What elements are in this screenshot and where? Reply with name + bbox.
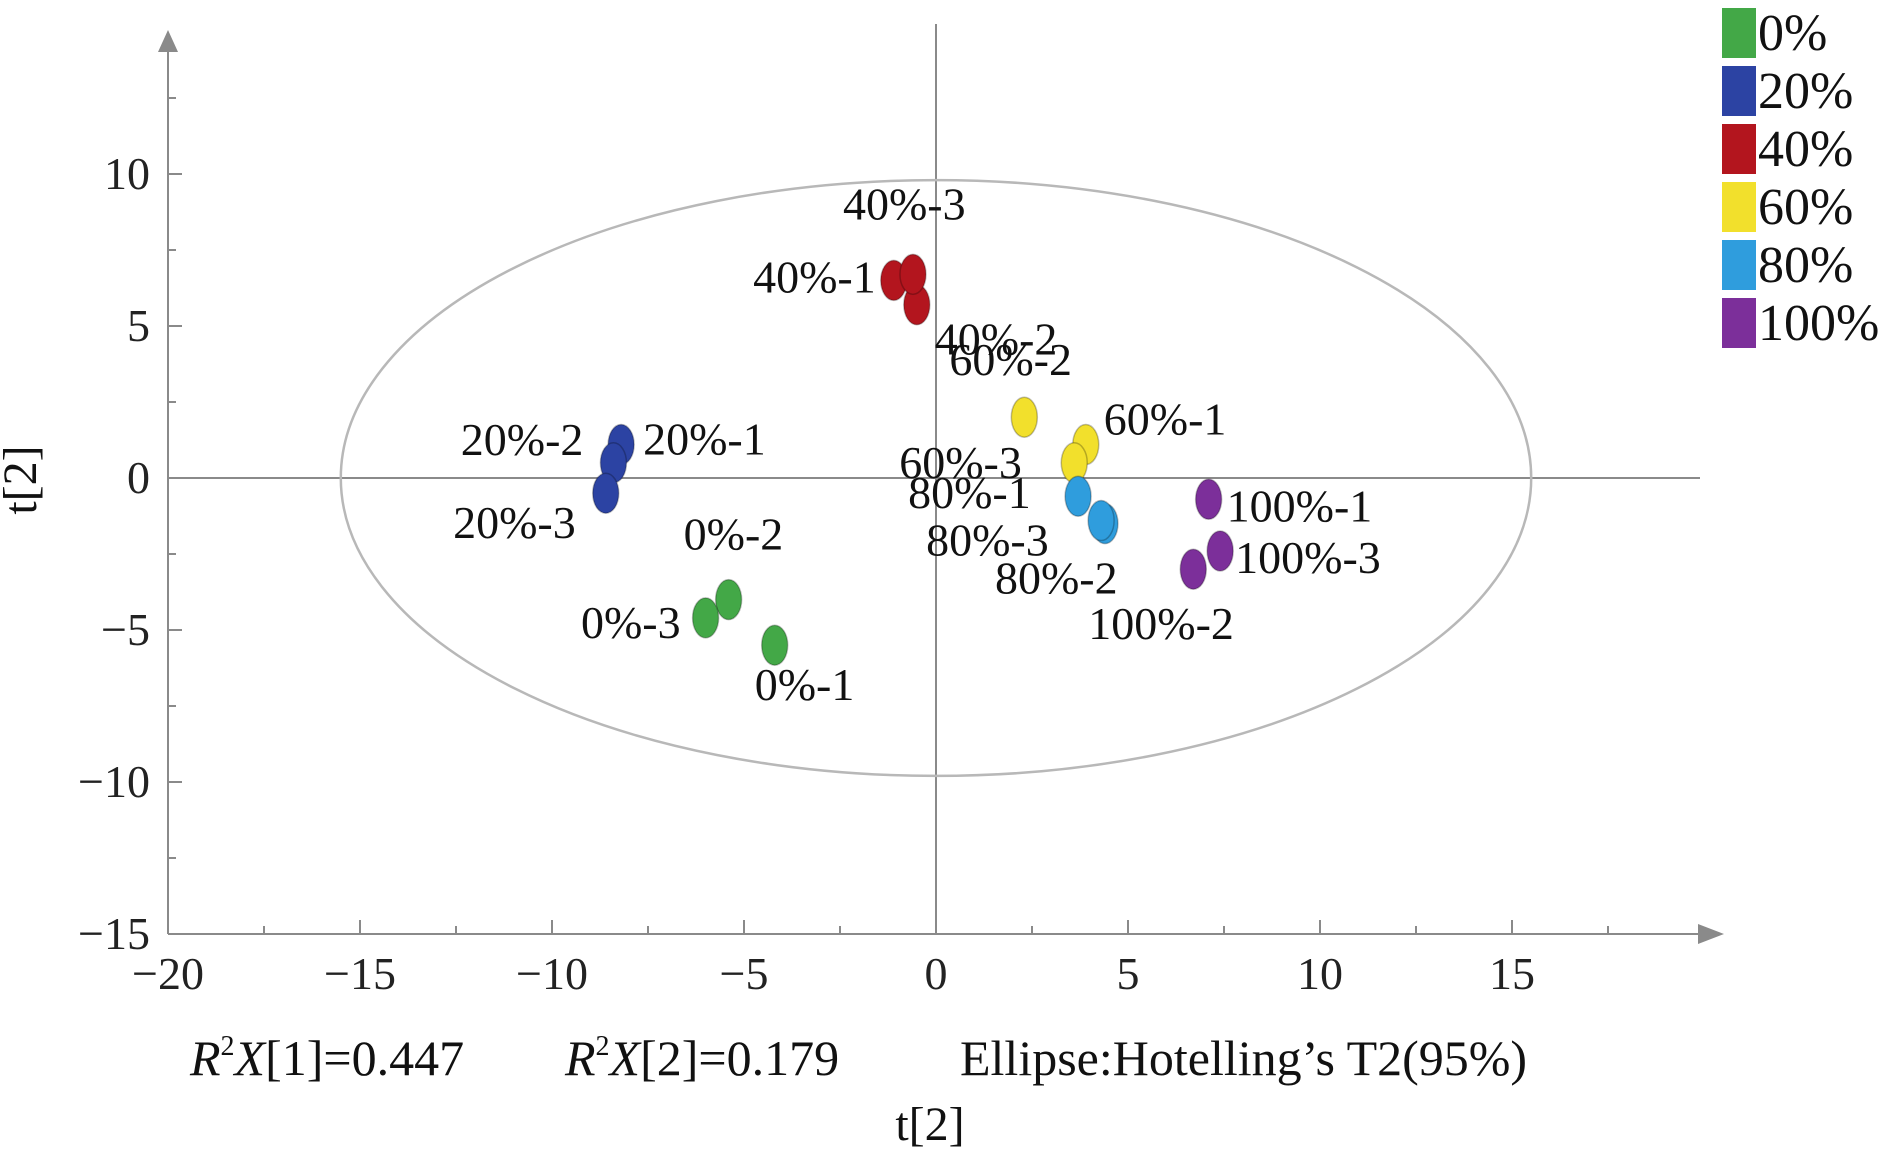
legend-swatch-80pct	[1722, 240, 1756, 290]
x-tick-label: 0	[925, 948, 948, 999]
data-point-40pct-3	[899, 253, 927, 296]
point-label-80pct-2: 80%-2	[995, 553, 1118, 604]
point-label-20pct-1: 20%-1	[643, 414, 766, 465]
point-label-60pct-1: 60%-1	[1104, 394, 1227, 445]
point-label-20pct-2: 20%-2	[461, 414, 584, 465]
legend-swatch-100pct	[1722, 298, 1756, 348]
point-label-100pct-3: 100%-3	[1235, 532, 1381, 583]
confidence-ellipse	[339, 178, 1533, 778]
legend-swatch-60pct	[1722, 182, 1756, 232]
y-tick-label: −5	[101, 604, 150, 655]
x-axis-arrow-icon	[1698, 924, 1724, 944]
y-tick-label: −15	[78, 908, 150, 959]
data-point-0pct-3	[691, 597, 720, 639]
point-label-100pct-2: 100%-2	[1088, 598, 1234, 649]
data-point-20pct-3	[592, 472, 620, 514]
point-label-40pct-1: 40%-1	[753, 251, 876, 302]
data-point-80pct-3	[1087, 499, 1115, 542]
legend-swatch-20pct	[1722, 66, 1756, 116]
data-point-100pct-3	[1206, 530, 1234, 572]
point-label-80pct-1: 80%-1	[908, 467, 1031, 518]
legend: 0%20%40%60%80%100%	[1722, 5, 1879, 352]
point-label-0pct-1: 0%-1	[755, 659, 855, 710]
legend-label-20pct: 20%	[1758, 63, 1853, 120]
data-point-0pct-1	[760, 624, 789, 666]
point-label-100pct-1: 100%-1	[1227, 480, 1373, 531]
data-points	[592, 253, 1234, 666]
legend-label-80pct: 80%	[1758, 237, 1853, 294]
point-label-0pct-2: 0%-2	[684, 509, 784, 560]
y-tick-label: 10	[104, 148, 150, 199]
data-point-100pct-2	[1179, 548, 1208, 590]
x-tick-label: −5	[720, 948, 769, 999]
data-point-0pct-2	[714, 578, 743, 621]
data-point-100pct-1	[1194, 478, 1223, 521]
legend-label-60pct: 60%	[1758, 179, 1853, 236]
point-label-60pct-2: 60%-2	[949, 334, 1072, 385]
x-tick-label: −15	[324, 948, 396, 999]
point-label-20pct-3: 20%-3	[453, 497, 576, 548]
x-axis-label: t[2]	[895, 1098, 964, 1150]
y-tick-label: 5	[127, 300, 150, 351]
r2x1-value: [1]=0.447	[265, 1030, 464, 1086]
y-tick-label: −10	[78, 756, 150, 807]
point-label-0pct-3: 0%-3	[581, 597, 681, 648]
x-tick-label: 10	[1297, 948, 1343, 999]
x-tick-label: 5	[1117, 948, 1140, 999]
y-axis-label: t[2]	[0, 445, 47, 514]
legend-label-40pct: 40%	[1758, 121, 1853, 178]
r2x1-annotation: R2X[1]=0.447	[189, 1030, 464, 1086]
r2x2-value: [2]=0.179	[640, 1030, 839, 1086]
x-tick-label: −20	[132, 948, 204, 999]
legend-swatch-0pct	[1722, 8, 1756, 58]
data-point-80pct-1	[1064, 475, 1092, 517]
hotelling-ellipse	[339, 178, 1533, 778]
legend-swatch-40pct	[1722, 124, 1756, 174]
y-tick-label: 0	[127, 452, 150, 503]
point-label-40pct-2: 40%-2	[935, 314, 1058, 365]
point-label-40pct-3: 40%-3	[843, 178, 966, 229]
data-point-60pct-2	[1010, 396, 1039, 438]
x-tick-label: −10	[516, 948, 588, 999]
legend-label-100pct: 100%	[1758, 295, 1879, 352]
point-label-80pct-3: 80%-3	[926, 515, 1049, 566]
r2x2-annotation: R2X[2]=0.179	[564, 1030, 839, 1086]
point-label-60pct-3: 60%-3	[899, 437, 1022, 488]
point-labels: 0%-1 0%-20%-3 20%-1 20%-2 20%-3 40%-1 40%-2 40%…	[453, 178, 1381, 710]
ellipse-annotation: Ellipse:Hotelling’s T2(95%)	[960, 1030, 1527, 1086]
legend-label-0pct: 0%	[1758, 5, 1827, 62]
y-axis-arrow-icon	[158, 30, 178, 52]
x-tick-label: 15	[1489, 948, 1535, 999]
